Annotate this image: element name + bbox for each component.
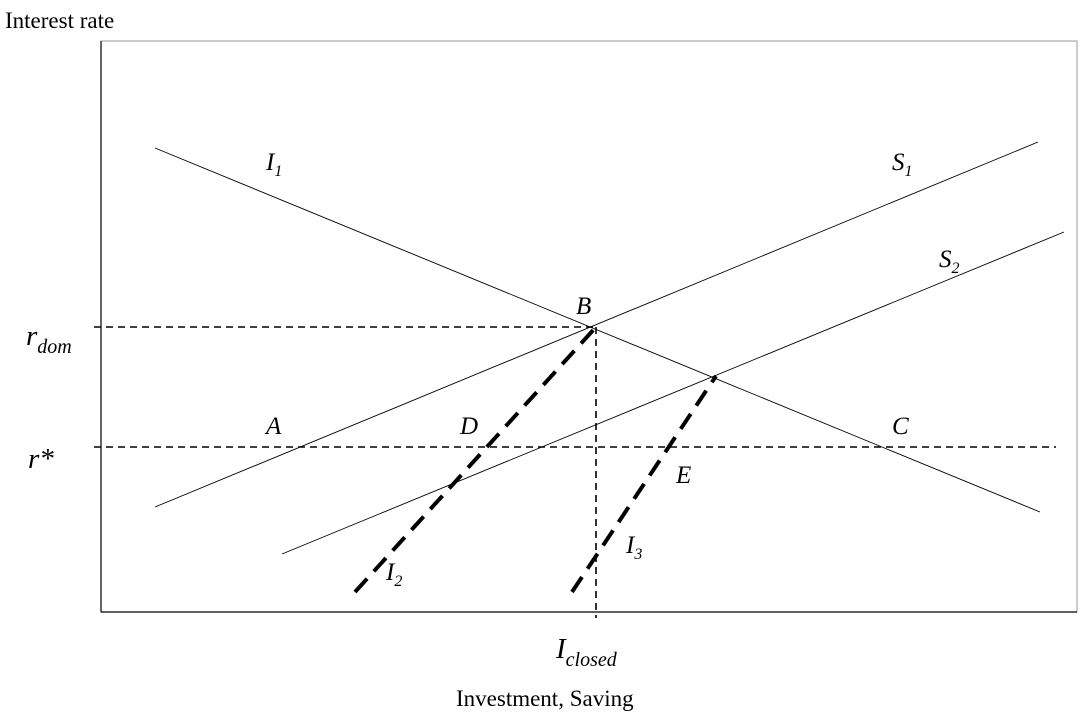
label-S1: S1 <box>892 149 913 180</box>
point-C-label: C <box>892 413 909 440</box>
curve-I2 <box>353 325 598 594</box>
curve-I3 <box>570 374 718 594</box>
y-axis-label: Interest rate <box>5 8 114 33</box>
label-S2: S2 <box>939 246 960 277</box>
curve-I1 <box>154 147 1041 513</box>
r-star-label: r* <box>28 443 54 475</box>
point-E-label: E <box>675 462 691 489</box>
curve-S2 <box>281 231 1065 555</box>
point-B-label: B <box>576 293 591 320</box>
x-axis-label: Investment, Saving <box>456 686 634 711</box>
label-I1: I1 <box>265 149 282 180</box>
point-D-label: D <box>459 413 478 440</box>
label-I3: I3 <box>625 532 642 563</box>
i-closed-label: Iclosed <box>555 633 618 671</box>
point-A-label: A <box>264 413 282 440</box>
label-I2: I2 <box>385 559 402 590</box>
r-dom-label: rdom <box>26 320 72 358</box>
curve-S1 <box>154 141 1039 508</box>
